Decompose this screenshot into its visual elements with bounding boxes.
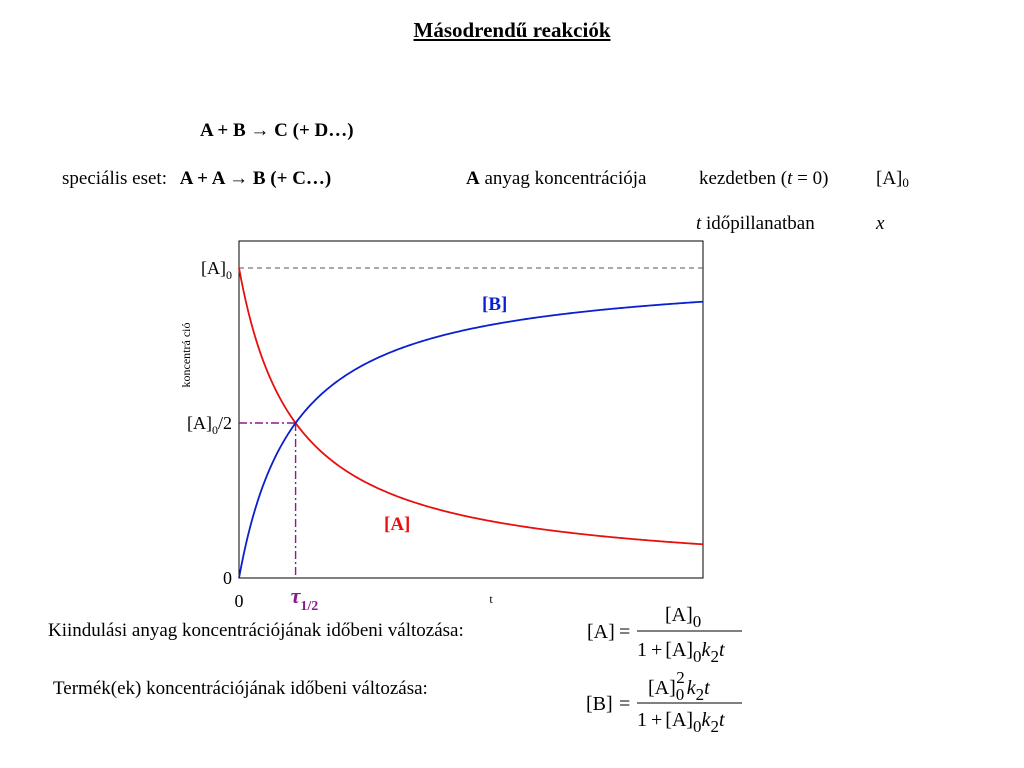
x-axis-label: t <box>489 592 493 606</box>
series-label-A: [A] <box>384 514 410 535</box>
page-title: Másodrendű reakciók <box>413 18 611 42</box>
eq-b-equals: = <box>619 693 630 715</box>
series-label-B: [B] <box>482 294 507 315</box>
initial-condition: kezdetben (t = 0) <box>699 168 829 189</box>
y-axis-label: koncentrá ció <box>179 323 193 388</box>
eq-a-equals: = <box>619 621 630 643</box>
product-equation-label: Termék(ek) koncentrációjának időbeni vál… <box>53 678 428 699</box>
time-condition: t időpillanatban <box>696 213 815 234</box>
y-tick-label: [A]0/2 <box>187 413 232 437</box>
y-tick-label: 0 <box>223 568 232 588</box>
concentration-subject: A anyag koncentrációja <box>466 168 646 190</box>
special-case-label: speciális eset: <box>62 168 167 189</box>
eq-b-den: 1 + [A]0k2t <box>637 709 725 736</box>
special-case: speciális eset: A + A → B (+ C…) <box>62 168 331 190</box>
eq-b-lhs: [B] <box>586 693 613 715</box>
half-life-label: τ1/2 <box>291 583 319 614</box>
general-reaction: A + B → C (+ D…) <box>200 120 354 141</box>
plot-frame <box>238 240 704 579</box>
series-line-B <box>238 300 704 579</box>
series-line-A <box>238 267 704 546</box>
eq-a-den: 1 + [A]0k2t <box>637 639 725 666</box>
x-tick-label: 0 <box>235 591 244 611</box>
eq-b-num: [A]02 k2t <box>648 668 710 704</box>
y-tick-label: [A]0 <box>201 258 232 282</box>
subject-text: anyag koncentrációja <box>484 168 647 189</box>
subject-letter: A <box>466 168 480 189</box>
reactant-equation-label: Kiindulási anyag koncentrációjának időbe… <box>48 620 464 641</box>
initial-value: [A]0 <box>876 168 909 190</box>
time-value: x <box>876 213 885 234</box>
eq-a-lhs: [A] <box>587 621 615 643</box>
eq-a-num: [A]0 <box>665 604 701 631</box>
special-case-reaction: A + A → B (+ C…) <box>179 168 332 189</box>
